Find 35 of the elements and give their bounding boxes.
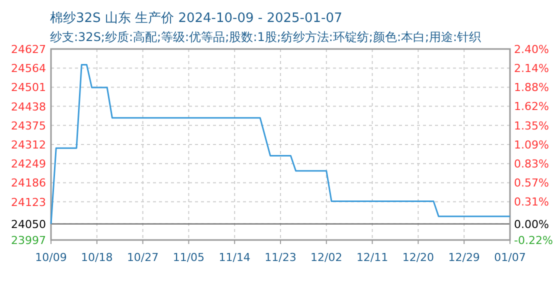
y2-tick-label: -0.22% [514, 234, 553, 247]
y-tick-label: 24564 [11, 62, 46, 76]
x-tick-label: 11/14 [218, 251, 250, 264]
y-tick-label: 24186 [11, 176, 46, 190]
y2-tick-label: 1.35% [514, 120, 549, 133]
y-tick-label: 24312 [11, 138, 46, 152]
y2-tick-label: 0.83% [514, 157, 549, 170]
y-tick-label: 24050 [11, 218, 46, 231]
y2-tick-label: 1.62% [514, 100, 549, 113]
x-tick-label: 10/27 [126, 251, 159, 264]
y2-tick-label: 2.14% [514, 62, 549, 75]
y2-tick-label: 0.31% [514, 195, 549, 208]
subtitle: 纱支:32S;纱质:高配;等级:优等品;股数:1股;纺纱方法:环锭纺;颜色:本白;用途:针织 [50, 30, 482, 44]
x-tick-label: 12/20 [402, 251, 434, 264]
x-tick-label: 11/05 [172, 251, 205, 264]
x-tick-label: 10/09 [35, 251, 67, 264]
x-tick-label: 12/02 [310, 251, 342, 264]
title: 棉纱32S 山东 生产价 2024-10-09 - 2025-01-07 [50, 11, 342, 26]
y-tick-label: 24375 [11, 119, 46, 132]
y-tick-label: 24123 [11, 196, 46, 209]
y2-tick-label: 0.00% [514, 218, 549, 231]
y2-tick-label: 1.88% [514, 80, 549, 94]
x-tick-label: 12/11 [356, 251, 388, 264]
y-tick-label: 24501 [11, 81, 46, 94]
x-tick-label: 12/29 [448, 251, 480, 264]
y2-tick-label: 0.57% [514, 176, 549, 190]
x-tick-label: 11/23 [264, 251, 296, 264]
y2-tick-label: 2.40% [514, 43, 549, 56]
y2-tick-label: 1.09% [514, 138, 549, 152]
x-tick-label: 01/07 [494, 251, 526, 264]
y-tick-label: 24249 [11, 158, 46, 171]
y-tick-label: 24438 [11, 100, 46, 114]
y-tick-label: 23997 [11, 234, 46, 247]
x-tick-label: 10/18 [81, 251, 113, 264]
y-tick-label: 24627 [11, 43, 46, 56]
